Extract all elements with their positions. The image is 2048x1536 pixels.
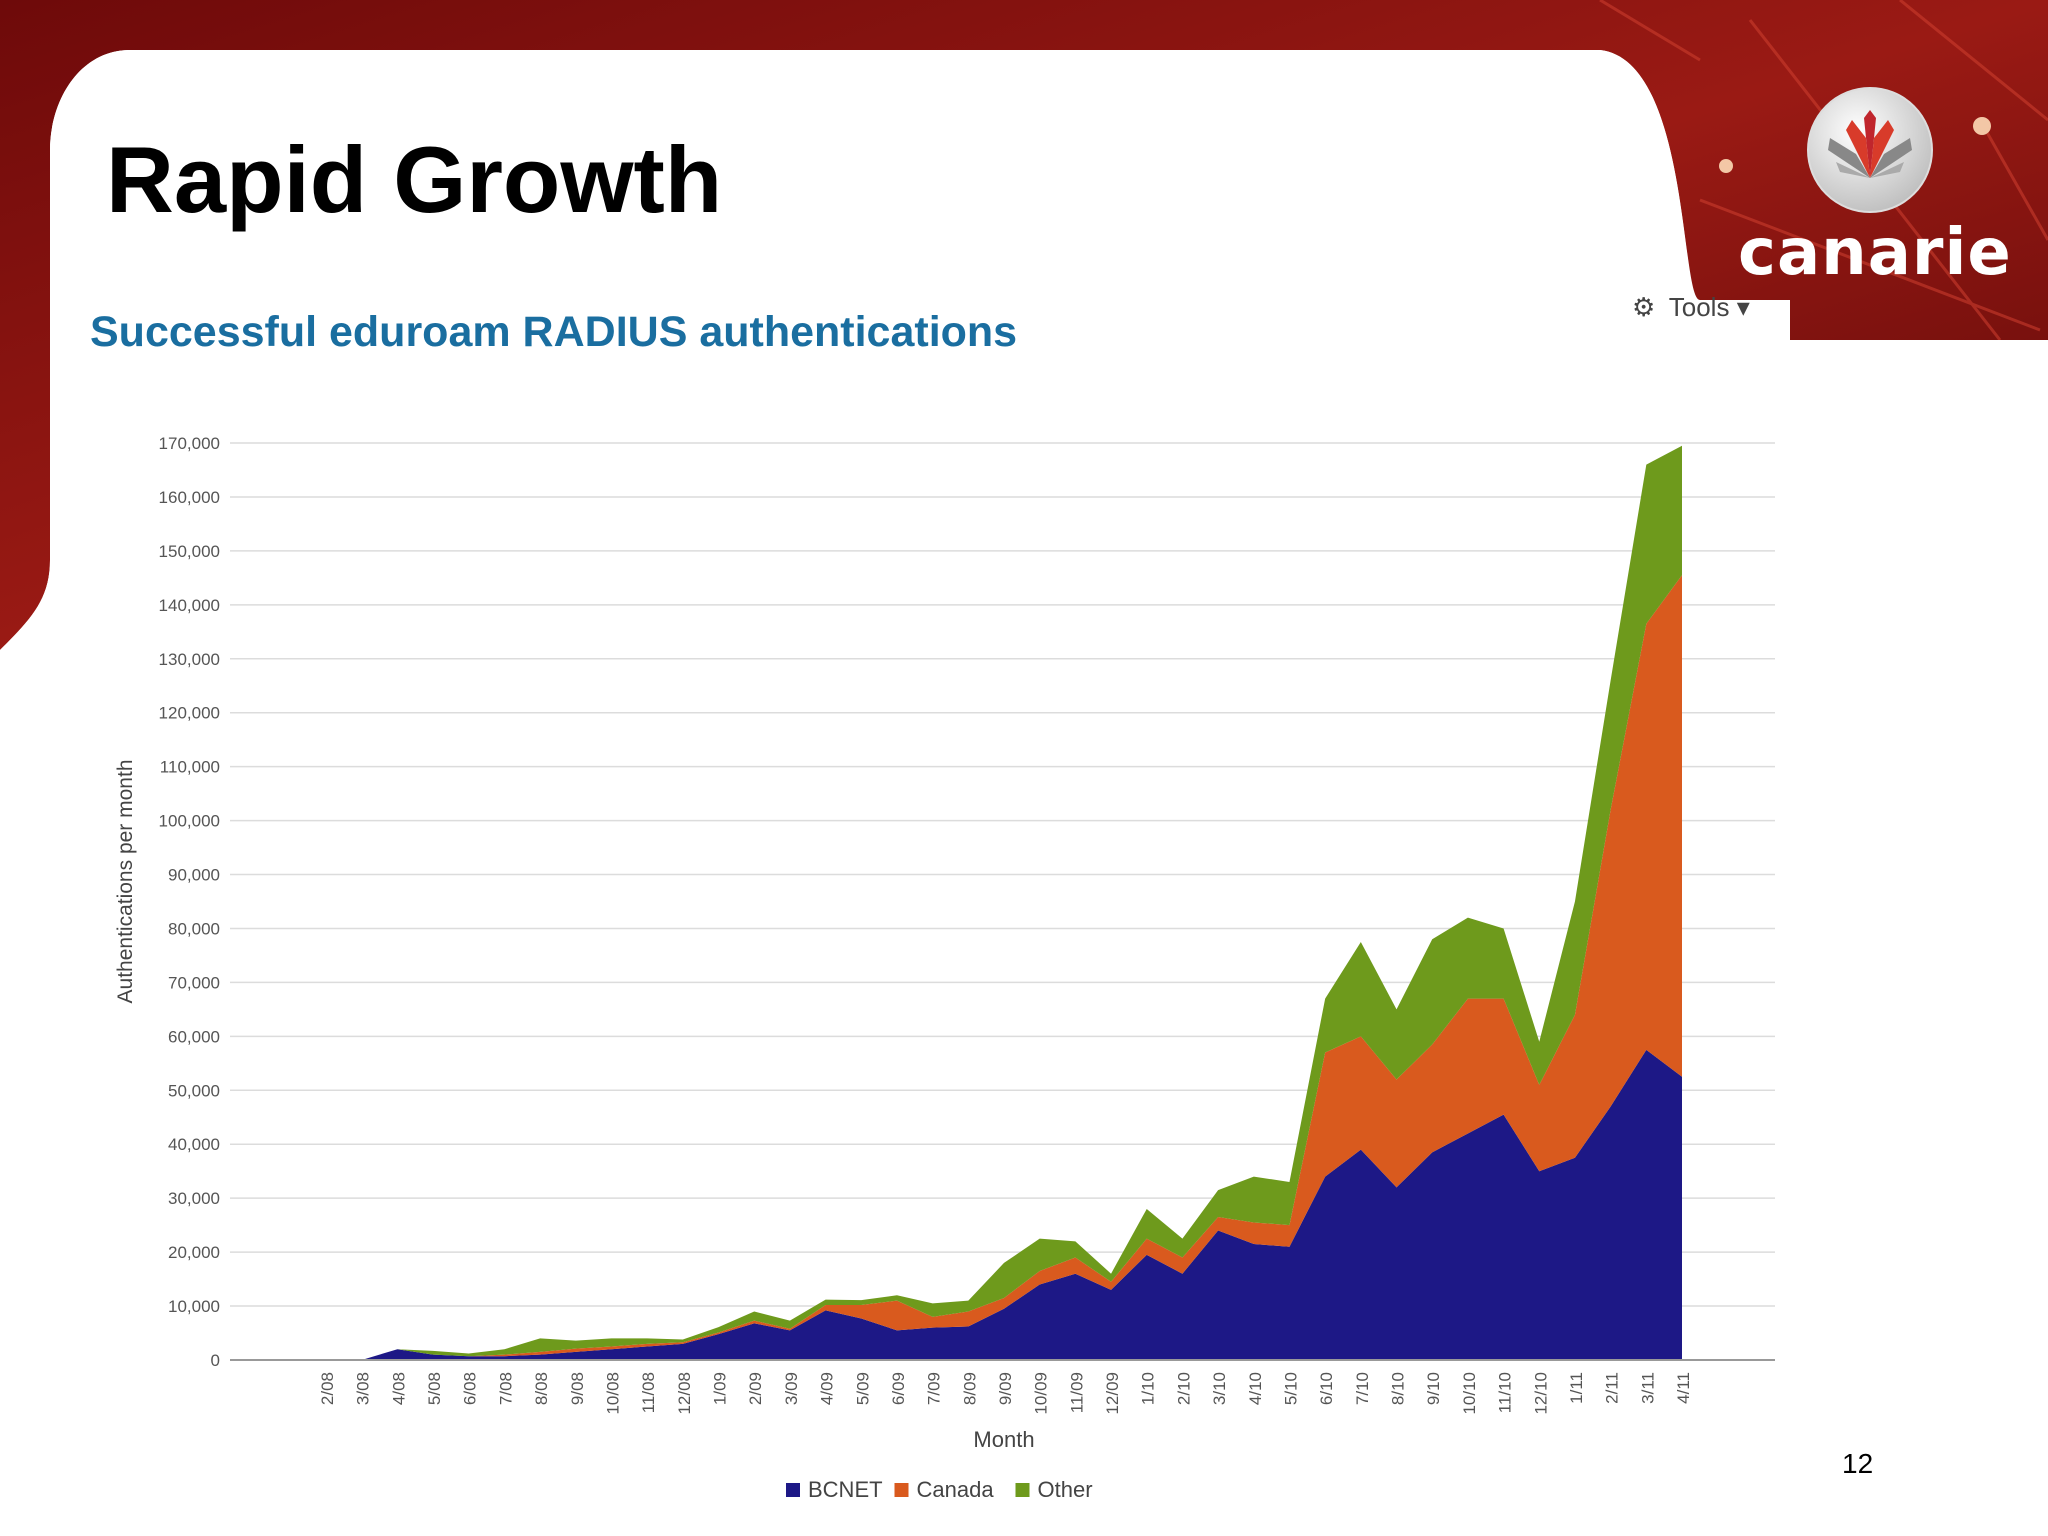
x-tick-label: 6/10 <box>1317 1372 1336 1405</box>
x-tick-label: 4/09 <box>818 1372 837 1405</box>
logo-text: canarie <box>1738 216 2012 290</box>
x-tick-label: 11/09 <box>1067 1372 1086 1413</box>
y-tick-label: 150,000 <box>159 542 220 561</box>
y-tick-label: 140,000 <box>159 596 220 615</box>
chart-areas <box>326 445 1682 1361</box>
legend-label-bcnet: BCNET <box>808 1477 883 1502</box>
x-tick-label: 9/10 <box>1424 1372 1443 1405</box>
y-tick-label: 30,000 <box>168 1189 220 1208</box>
x-tick-label: 2/09 <box>746 1372 765 1405</box>
chart-title: Successful eduroam RADIUS authentication… <box>90 308 1018 356</box>
x-tick-label: 8/10 <box>1389 1372 1408 1405</box>
x-tick-label: 5/09 <box>853 1372 872 1405</box>
x-tick-label: 7/08 <box>496 1372 515 1405</box>
x-axis-label: Month <box>973 1427 1034 1452</box>
x-tick-label: 10/10 <box>1460 1372 1479 1415</box>
area-series-bcnet <box>326 1049 1682 1360</box>
x-tick-label: 7/09 <box>925 1372 944 1405</box>
x-tick-label: 6/09 <box>889 1372 908 1405</box>
y-axis-label: Authentications per month <box>114 760 137 1004</box>
x-tick-label: 7/10 <box>1353 1372 1372 1405</box>
x-tick-label: 4/11 <box>1674 1372 1693 1404</box>
legend-label-other: Other <box>1038 1477 1093 1502</box>
x-tick-label: 12/10 <box>1531 1372 1550 1415</box>
x-tick-label: 4/08 <box>389 1372 408 1405</box>
x-tick-label: 10/09 <box>1032 1372 1051 1415</box>
x-tick-label: 1/10 <box>1139 1372 1158 1405</box>
x-tick-label: 9/08 <box>568 1372 587 1405</box>
x-tick-label: 12/09 <box>1103 1372 1122 1415</box>
x-tick-label: 3/09 <box>782 1372 801 1405</box>
x-tick-label: 8/09 <box>960 1372 979 1405</box>
slide-title: Rapid Growth <box>106 127 723 232</box>
tools-menu[interactable]: ⚙ Tools ▾ <box>1632 292 1792 322</box>
y-axis-ticks: 0 10,000 20,000 30,000 40,000 50,000 60,000 70,… <box>159 434 220 1370</box>
x-tick-label: 1/09 <box>711 1372 730 1405</box>
y-tick-label: 60,000 <box>168 1027 220 1046</box>
canarie-logo <box>1807 87 1933 213</box>
x-tick-label: 4/10 <box>1246 1372 1265 1405</box>
y-tick-label: 90,000 <box>168 866 220 885</box>
y-tick-label: 20,000 <box>168 1243 220 1262</box>
y-tick-label: 160,000 <box>159 488 220 507</box>
x-tick-label: 11/10 <box>1496 1372 1515 1413</box>
x-tick-label: 6/08 <box>461 1372 480 1405</box>
x-tick-label: 10/08 <box>603 1372 622 1415</box>
y-tick-label: 80,000 <box>168 919 220 938</box>
x-tick-label: 1/11 <box>1567 1372 1586 1404</box>
y-tick-label: 110,000 <box>160 758 220 777</box>
x-axis-ticks: 2/08 3/08 4/08 5/08 6/08 7/08 8/08 9/08 10/08 11/… <box>318 1372 1693 1415</box>
x-tick-label: 2/08 <box>318 1372 337 1405</box>
tools-label: Tools <box>1668 292 1730 322</box>
y-tick-label: 70,000 <box>168 973 220 992</box>
x-tick-label: 9/09 <box>996 1372 1015 1405</box>
y-tick-label: 50,000 <box>168 1081 220 1100</box>
x-tick-label: 3/10 <box>1210 1372 1229 1405</box>
x-tick-label: 5/10 <box>1281 1372 1300 1405</box>
x-tick-label: 12/08 <box>675 1372 694 1415</box>
x-tick-label: 8/08 <box>532 1372 551 1405</box>
legend-swatch-other <box>1015 1483 1030 1497</box>
x-tick-label: 2/11 <box>1603 1372 1622 1404</box>
chart-gridlines <box>230 442 1775 1307</box>
y-tick-label: 40,000 <box>168 1135 220 1154</box>
y-tick-label: 130,000 <box>159 650 220 669</box>
y-tick-label: 10,000 <box>168 1297 220 1316</box>
legend-swatch-canada <box>894 1483 909 1497</box>
y-tick-label: 100,000 <box>159 812 220 831</box>
y-tick-label: 0 <box>211 1351 220 1370</box>
y-tick-label: 120,000 <box>159 704 220 723</box>
y-tick-label: 170,000 <box>159 434 220 453</box>
x-tick-label: 3/11 <box>1638 1372 1657 1404</box>
legend-swatch-bcnet <box>786 1483 800 1497</box>
legend-label-canada: Canada <box>917 1477 995 1502</box>
page-number: 12 <box>1842 1448 1874 1479</box>
legend: BCNET Canada Other <box>786 1477 1093 1502</box>
x-tick-label: 3/08 <box>354 1372 373 1405</box>
chevron-down-icon: ▾ <box>1736 292 1750 322</box>
x-tick-label: 11/08 <box>639 1372 658 1413</box>
x-tick-label: 2/10 <box>1174 1372 1193 1405</box>
x-tick-label: 5/08 <box>425 1372 444 1405</box>
